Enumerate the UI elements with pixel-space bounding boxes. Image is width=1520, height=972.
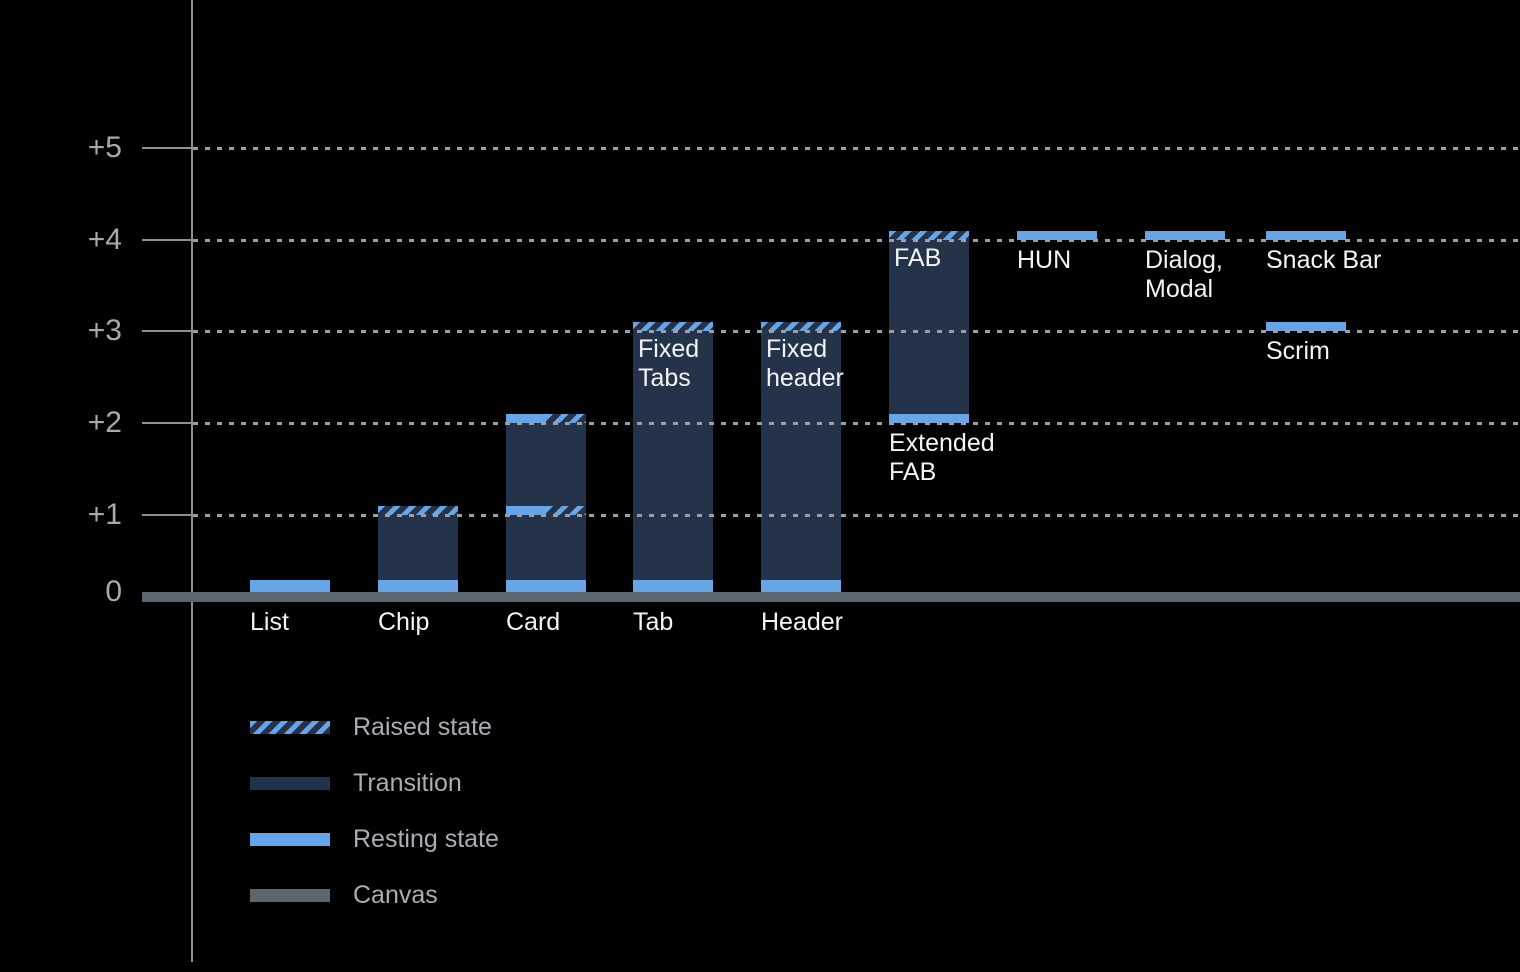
legend-label-canvas: Canvas: [353, 881, 438, 909]
bar-dialog-label: Dialog, Modal: [1145, 246, 1223, 303]
bar-fab-label: FAB: [894, 243, 942, 272]
bar-card-segment-transition: [506, 423, 586, 506]
y-tick-label: +1: [87, 498, 122, 531]
y-tick-label: +2: [87, 406, 122, 439]
bar-hun-segment-resting: [1017, 230, 1097, 240]
bar-dialog-segment-resting: [1145, 230, 1225, 240]
legend-swatch-resting-icon: [250, 833, 330, 846]
legend-label-resting: Resting state: [353, 825, 499, 853]
y-tick-label: +3: [87, 314, 122, 347]
legend-swatch-raised-icon: [250, 721, 330, 734]
bar-header-segment-transition: [761, 331, 841, 581]
bar-tab-label: Tab: [633, 608, 674, 636]
canvas-line: [142, 592, 1520, 602]
y-tick: [142, 330, 192, 332]
bar-chip-segment-transition: [378, 515, 458, 581]
legend-swatch-canvas-icon: [250, 889, 330, 902]
bar-tab-segment-raised: [633, 321, 713, 331]
bar-tab-label2: Fixed Tabs: [638, 334, 700, 392]
bar-tab-segment-transition: [633, 331, 713, 581]
legend-swatch-transition-icon: [250, 777, 330, 790]
bar-card-segment-resting: [506, 505, 546, 515]
bar-fab-segment-transition: [889, 240, 969, 414]
bar-tab-segment-resting: [633, 580, 713, 592]
bar-header-label2: Fixed header: [766, 334, 844, 392]
y-tick: [142, 239, 192, 241]
bar-list-label: List: [250, 608, 289, 636]
bar-scrim-label: Scrim: [1266, 337, 1330, 365]
y-tick-label: 0: [105, 575, 122, 608]
bar-card-label: Card: [506, 608, 561, 636]
bar-chip-segment-resting: [378, 580, 458, 592]
bar-chip-segment-raised: [378, 505, 458, 515]
bar-fab-label2: Extended FAB: [889, 429, 995, 486]
bar-hun-label: HUN: [1017, 246, 1072, 274]
legend-row-canvas: Canvas: [250, 881, 670, 909]
bar-header-label: Header: [761, 608, 843, 636]
legend-label-transition: Transition: [353, 769, 462, 797]
bar-snackbar-segment-resting: [1266, 230, 1346, 240]
bar-scrim-segment-resting: [1266, 321, 1346, 331]
gridline: [193, 239, 1520, 242]
gridline: [193, 147, 1520, 150]
bar-list-segment-resting: [250, 580, 330, 592]
bar-header-segment-raised: [761, 321, 841, 331]
y-tick-label: +5: [87, 131, 122, 164]
y-tick-label: +4: [87, 223, 122, 256]
y-tick: [142, 514, 192, 516]
y-tick: [142, 422, 192, 424]
legend-row-resting: Resting state: [250, 825, 670, 853]
bar-chip-label: Chip: [378, 608, 430, 636]
gridline: [193, 422, 1520, 425]
y-axis-line: [191, 0, 193, 962]
bar-card-segment-raised: [546, 505, 586, 515]
bar-snackbar-label: Snack Bar: [1266, 246, 1382, 274]
gridline: [193, 330, 1520, 333]
bar-header-segment-resting: [761, 580, 841, 592]
legend-row-transition: Transition: [250, 769, 670, 797]
legend-label-raised: Raised state: [353, 713, 492, 741]
bar-fab-segment-raised: [889, 230, 969, 240]
bar-card-segment-resting: [506, 580, 586, 592]
gridline: [193, 514, 1520, 517]
bar-card-segment-transition: [506, 515, 586, 581]
y-tick: [142, 147, 192, 149]
bar-fab-segment-resting: [889, 413, 969, 423]
legend-row-raised: Raised state: [250, 713, 670, 741]
bar-card-segment-raised: [546, 413, 586, 423]
bar-card-segment-resting: [506, 413, 546, 423]
